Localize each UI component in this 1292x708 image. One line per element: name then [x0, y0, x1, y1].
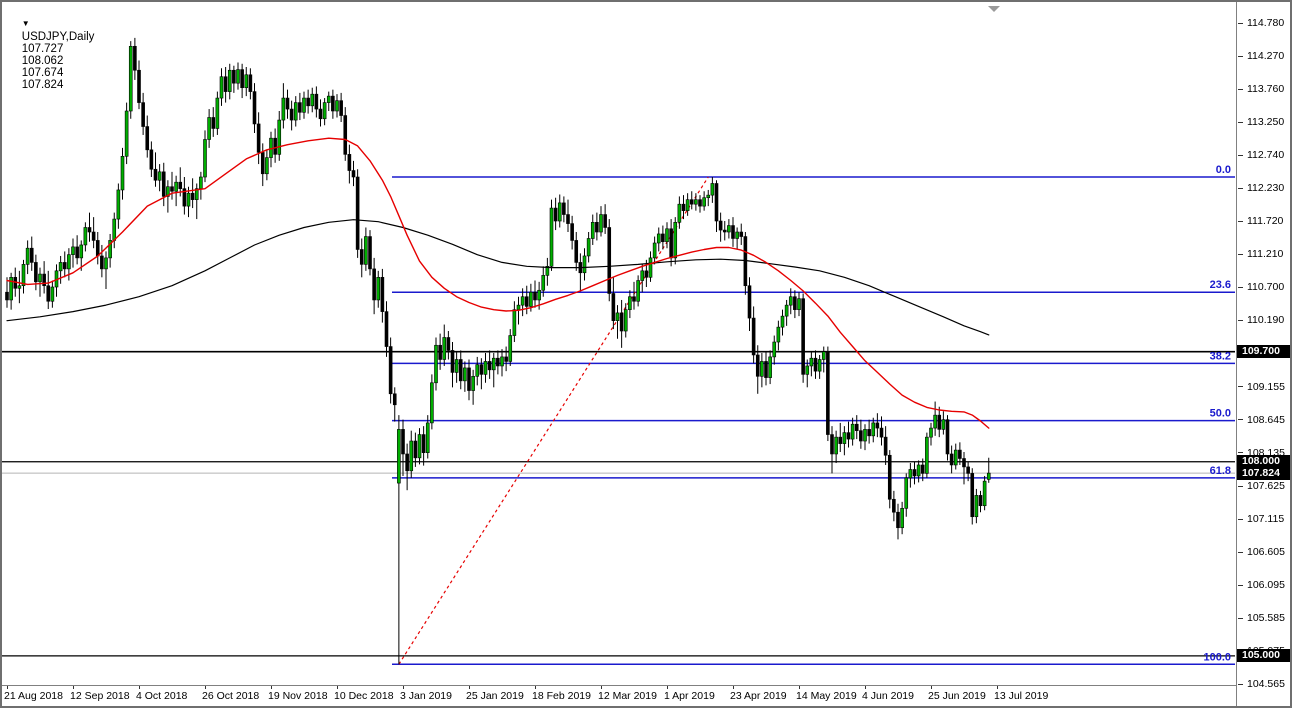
date-tick-label: 13 Jul 2019: [994, 690, 1049, 702]
price-tick-label: 105.585: [1247, 612, 1285, 624]
symbol-marker-icon: ▼: [21, 19, 30, 28]
fib-level-label: 23.6: [1210, 279, 1231, 291]
date-tick-label: 4 Jun 2019: [862, 690, 914, 702]
price-tick-mark: [1238, 55, 1243, 57]
price-tick-label: 107.625: [1247, 480, 1285, 492]
price-tick-label: 109.155: [1247, 380, 1285, 393]
price-tick-mark: [1238, 286, 1243, 288]
date-tick-label: 10 Dec 2018: [334, 690, 394, 702]
price-tick-label: 104.565: [1247, 678, 1285, 690]
chart-symbol-quote: ▼ USDJPY,Daily 107.727 108.062 107.674 1…: [9, 7, 98, 103]
date-tick-label: 25 Jan 2019: [466, 690, 524, 702]
fib-trendline[interactable]: [398, 176, 709, 665]
date-tick-label: 3 Jan 2019: [400, 690, 452, 702]
date-tick-mark: [271, 686, 272, 689]
price-axis[interactable]: 114.780 114.270 113.760 113.250 112.740 112.2…: [1236, 2, 1290, 706]
fast-ma-line: [6, 137, 990, 429]
price-tick-mark: [1238, 419, 1243, 421]
date-tick-mark: [535, 686, 536, 689]
date-tick-mark: [733, 686, 734, 689]
price-tick-label: 111.210: [1247, 248, 1284, 260]
price-tick-mark: [1238, 319, 1243, 321]
date-tick-label: 12 Mar 2019: [598, 690, 657, 702]
price-tick-mark: [1238, 518, 1243, 520]
price-tick-label: 112.230: [1247, 182, 1285, 194]
date-tick-mark: [997, 686, 998, 689]
price-tick-label: 107.115: [1247, 513, 1285, 525]
fibonacci-lines: 0.0 23.6 38.2 50.0 61.8 100.0: [392, 164, 1235, 666]
date-tick-mark: [865, 686, 866, 689]
date-tick-mark: [337, 686, 338, 689]
price-tick-mark: [1238, 485, 1243, 487]
price-tick-label: 111.720: [1247, 215, 1284, 227]
horizontal-level-lines: [2, 350, 1235, 657]
date-tick-label: 1 Apr 2019: [664, 690, 715, 702]
price-tick-label: 110.190: [1247, 314, 1285, 327]
date-tick-mark: [205, 686, 206, 689]
date-tick-label: 12 Sep 2018: [70, 690, 130, 702]
price-tick-mark: [1238, 22, 1243, 24]
price-tick-label: 113.250: [1247, 116, 1285, 128]
date-tick-mark: [601, 686, 602, 689]
quote-open: 107.727: [21, 43, 64, 55]
fib-level-label: 61.8: [1210, 465, 1231, 477]
price-tick-label: 114.780: [1247, 17, 1285, 29]
fib-level-label: 38.2: [1210, 350, 1231, 362]
price-tick-mark: [1238, 683, 1243, 685]
price-tick-mark: [1238, 551, 1243, 553]
fib-level-label: 0.0: [1216, 164, 1231, 176]
symbol-timeframe-label: USDJPY,Daily: [21, 31, 95, 43]
date-tick-mark: [931, 686, 932, 689]
date-tick-mark: [469, 686, 470, 689]
price-tick-label: 106.095: [1247, 579, 1285, 591]
fib-level-label: 50.0: [1210, 408, 1231, 420]
price-tick-mark: [1238, 121, 1243, 123]
fib-level-label: 100.0: [1203, 651, 1231, 663]
date-tick-mark: [7, 686, 8, 689]
price-tick-mark: [1238, 617, 1243, 619]
price-tick-label: 114.270: [1247, 50, 1285, 62]
price-tick-label: 113.760: [1247, 83, 1285, 95]
current-price-tag: 107.824: [1237, 466, 1290, 480]
slow-ma-line: [6, 219, 990, 336]
price-level-tag: 108.000: [1237, 455, 1290, 469]
date-tick-label: 18 Feb 2019: [532, 690, 591, 702]
time-axis[interactable]: 21 Aug 2018 12 Sep 2018 4 Oct 2018 26 Oct 2…: [2, 685, 1236, 706]
price-tick-mark: [1238, 154, 1243, 156]
price-tick-label: 108.645: [1247, 413, 1285, 426]
price-tick-mark: [1238, 220, 1243, 222]
date-tick-label: 21 Aug 2018: [4, 690, 63, 702]
date-tick-label: 23 Apr 2019: [730, 690, 787, 702]
price-tick-mark: [1238, 584, 1243, 586]
price-tick-label: 112.740: [1247, 149, 1285, 161]
chart-shift-marker-icon[interactable]: [988, 6, 1000, 12]
price-tick-label: 110.700: [1247, 281, 1285, 294]
date-tick-label: 26 Oct 2018: [202, 690, 260, 702]
price-level-tag: 109.700: [1237, 345, 1290, 359]
quote-close: 107.824: [21, 79, 64, 91]
price-tick-mark: [1238, 452, 1243, 454]
date-tick-label: 25 Jun 2019: [928, 690, 986, 702]
date-tick-mark: [667, 686, 668, 689]
price-tick-mark: [1238, 187, 1243, 189]
candles-layer: [5, 37, 991, 665]
date-tick-label: 14 May 2019: [796, 690, 857, 702]
date-tick-label: 4 Oct 2018: [136, 690, 188, 702]
date-tick-mark: [403, 686, 404, 689]
quote-high: 108.062: [21, 55, 64, 67]
price-tick-mark: [1238, 386, 1243, 388]
date-tick-mark: [799, 686, 800, 689]
date-tick-label: 19 Nov 2018: [268, 690, 328, 702]
price-tick-label: 106.605: [1247, 546, 1285, 558]
price-tick-mark: [1238, 253, 1243, 255]
date-tick-mark: [73, 686, 74, 689]
price-level-tag: 105.000: [1237, 649, 1290, 663]
date-tick-mark: [139, 686, 140, 689]
quote-low: 107.674: [21, 67, 64, 79]
price-tick-mark: [1238, 88, 1243, 90]
